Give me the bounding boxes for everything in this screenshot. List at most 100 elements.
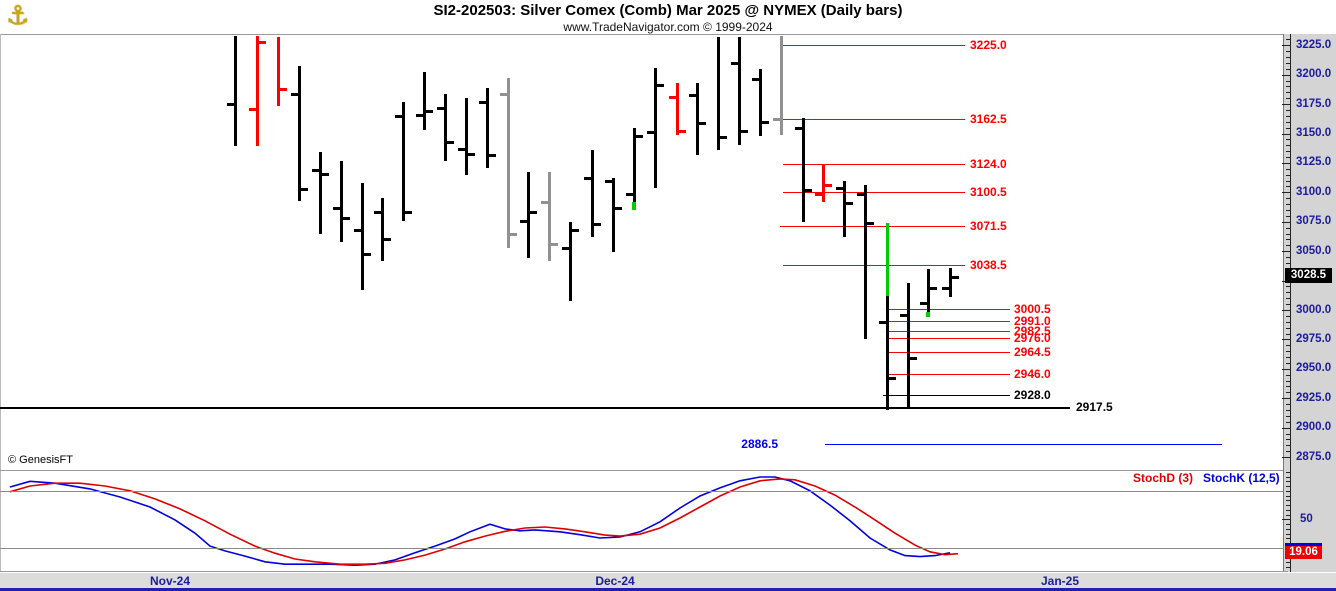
ohlc-bar-segment bbox=[298, 66, 301, 201]
stoch-axis-tick bbox=[1286, 509, 1290, 511]
ohlc-close-tick bbox=[468, 152, 475, 156]
axis-tick bbox=[1286, 451, 1290, 453]
ohlc-bar-segment bbox=[802, 118, 805, 222]
ohlc-close-tick bbox=[720, 136, 727, 140]
watermark-text: www.TradeNavigator.com © 1999-2024 bbox=[563, 20, 773, 34]
ohlc-open-tick bbox=[900, 313, 907, 317]
axis-tick bbox=[1286, 321, 1290, 323]
ohlc-close-tick bbox=[679, 130, 686, 134]
green-mark bbox=[632, 201, 636, 210]
axis-tick bbox=[1286, 404, 1290, 406]
stoch-value-badge: 19.06 bbox=[1285, 546, 1322, 559]
stoch-axis-tick bbox=[1282, 519, 1290, 521]
price-level-line bbox=[886, 330, 1010, 332]
stoch-axis-tick bbox=[1286, 486, 1290, 488]
axis-tick bbox=[1282, 192, 1290, 194]
ohlc-close-tick bbox=[846, 201, 853, 205]
stoch-axis-tick bbox=[1286, 567, 1290, 569]
stoch-axis-tick bbox=[1286, 538, 1290, 540]
price-level-line bbox=[886, 373, 1010, 375]
ohlc-bar-segment bbox=[444, 93, 447, 161]
stoch-axis-tick bbox=[1286, 533, 1290, 535]
axis-tick bbox=[1286, 168, 1290, 170]
axis-tick bbox=[1282, 457, 1290, 459]
axis-price-label: 3150.0 bbox=[1296, 127, 1332, 139]
ohlc-close-tick bbox=[322, 172, 329, 176]
price-level-line bbox=[783, 45, 965, 47]
axis-tick bbox=[1286, 286, 1290, 288]
axis-tick bbox=[1286, 215, 1290, 217]
ohlc-close-tick bbox=[551, 243, 558, 247]
ohlc-open-tick bbox=[479, 100, 486, 104]
axis-tick bbox=[1286, 227, 1290, 229]
ohlc-open-tick bbox=[689, 93, 696, 97]
ohlc-open-tick bbox=[416, 113, 423, 117]
axis-tick bbox=[1286, 51, 1290, 53]
price-level-line bbox=[783, 118, 965, 120]
axis-tick bbox=[1282, 368, 1290, 370]
stoch-axis-label: 50 bbox=[1300, 512, 1313, 525]
axis-price-label: 3000.0 bbox=[1296, 303, 1332, 316]
axis-tick bbox=[1286, 386, 1290, 388]
axis-price-label: 2925.0 bbox=[1296, 391, 1332, 404]
axis-tick bbox=[1286, 92, 1290, 94]
axis-tick bbox=[1286, 298, 1290, 300]
ohlc-close-tick bbox=[510, 232, 517, 236]
stoch-line bbox=[9, 478, 959, 566]
axis-tick bbox=[1286, 245, 1290, 247]
stoch-d-legend[interactable]: StochD (3) bbox=[1133, 471, 1193, 485]
price-level-label: 3162.5 bbox=[970, 111, 1007, 126]
ohlc-open-tick bbox=[333, 206, 340, 210]
price-level-line bbox=[780, 225, 965, 227]
stoch-axis-tick bbox=[1286, 471, 1290, 473]
ohlc-close-tick bbox=[657, 84, 664, 88]
axis-tick bbox=[1286, 57, 1290, 59]
panel-divider[interactable] bbox=[0, 470, 1283, 471]
stoch-axis-tick bbox=[1286, 500, 1290, 502]
ohlc-open-tick bbox=[227, 103, 234, 107]
ohlc-open-tick bbox=[795, 126, 802, 130]
axis-separator-line bbox=[1283, 34, 1284, 572]
axis-tick bbox=[1286, 204, 1290, 206]
axis-price-label: 3125.0 bbox=[1296, 156, 1332, 169]
stoch-axis-tick bbox=[1286, 505, 1290, 507]
price-level-label: 2946.0 bbox=[1014, 366, 1051, 381]
ohlc-close-tick bbox=[594, 223, 601, 227]
ohlc-bar-segment bbox=[361, 182, 364, 290]
ohlc-bar-segment bbox=[759, 68, 762, 136]
price-level-line bbox=[886, 338, 1010, 340]
ohlc-close-tick bbox=[930, 286, 937, 290]
price-level-line bbox=[783, 264, 965, 266]
ohlc-bar-segment bbox=[822, 165, 825, 202]
copyright-text: © GenesisFT bbox=[8, 454, 73, 466]
ohlc-open-tick bbox=[541, 200, 548, 204]
sextant-logo-icon[interactable]: ⚓ bbox=[6, 0, 30, 30]
right-price-axis[interactable] bbox=[1284, 34, 1336, 572]
ohlc-open-tick bbox=[920, 301, 927, 305]
axis-tick bbox=[1286, 315, 1290, 317]
price-level-label: 2964.5 bbox=[1014, 344, 1051, 359]
chart-title: SI2-202503: Silver Comex (Comb) Mar 2025… bbox=[433, 2, 903, 19]
ohlc-close-tick bbox=[867, 221, 874, 225]
ohlc-close-tick bbox=[489, 153, 496, 157]
ohlc-open-tick bbox=[395, 114, 402, 118]
ohlc-open-tick bbox=[752, 78, 759, 82]
ohlc-bar-segment bbox=[402, 101, 405, 221]
axis-price-label: 3225.0 bbox=[1296, 38, 1332, 51]
axis-line bbox=[1290, 34, 1291, 572]
axis-tick bbox=[1286, 233, 1290, 235]
ohlc-close-tick bbox=[530, 211, 537, 215]
bottom-scroll-bar[interactable] bbox=[0, 588, 1336, 591]
axis-tick bbox=[1286, 62, 1290, 64]
stoch-k-legend[interactable]: StochK (12,5) bbox=[1203, 471, 1280, 485]
axis-tick bbox=[1286, 374, 1290, 376]
axis-tick bbox=[1286, 180, 1290, 182]
date-axis[interactable] bbox=[0, 573, 1336, 588]
axis-tick bbox=[1286, 351, 1290, 353]
ohlc-bar-segment bbox=[907, 282, 910, 409]
axis-price-label: 3050.0 bbox=[1296, 244, 1332, 257]
axis-price-label: 2900.0 bbox=[1296, 421, 1332, 434]
stoch-axis-tick bbox=[1286, 524, 1290, 526]
axis-tick bbox=[1286, 139, 1290, 141]
price-level-label: 3071.5 bbox=[970, 218, 1007, 233]
